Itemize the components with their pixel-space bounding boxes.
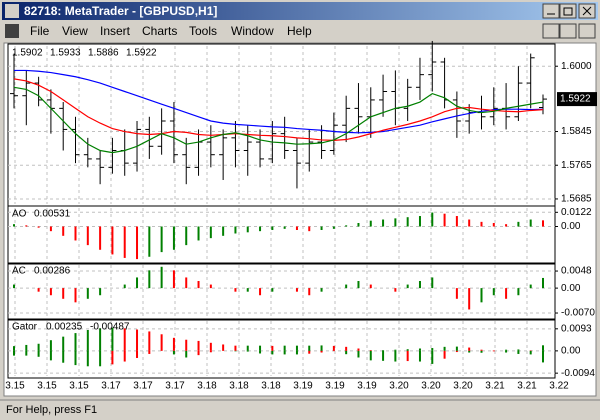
ohlc-header: 1.5902: [12, 48, 43, 59]
window-title: 82718: MetaTrader - [GBPUSD,H1]: [24, 4, 217, 18]
menu-item[interactable]: Help: [287, 24, 312, 38]
y-tick-label: 0.00: [561, 221, 581, 232]
status-bar: [0, 400, 600, 420]
time-label: 3.18: [197, 381, 217, 392]
menu-item[interactable]: Insert: [100, 24, 131, 38]
menu-item[interactable]: Window: [231, 24, 274, 38]
time-label: 3.20: [389, 381, 409, 392]
y-tick-label: 0.0122: [561, 207, 592, 218]
menu-item[interactable]: Tools: [189, 24, 217, 38]
price-box-label: 1.5922: [560, 94, 591, 105]
y-tick-label: 0.0048: [561, 266, 592, 277]
y-tick-label: 1.5845: [561, 126, 592, 137]
time-label: 3.21: [485, 381, 505, 392]
alligator-line: [13, 86, 544, 154]
menu-item[interactable]: Charts: [142, 24, 177, 38]
alligator-line: [14, 69, 544, 134]
menu-bar: File View Insert Charts Tools Window Help: [5, 23, 596, 39]
time-label: 3.19: [325, 381, 345, 392]
price-box: [557, 92, 597, 107]
time-label: 3.15: [37, 381, 57, 392]
time-label: 3.17: [165, 381, 185, 392]
y-tick-label: -0.0070: [561, 308, 595, 319]
panel-title: Gator: [12, 322, 38, 333]
time-label: 3.19: [293, 381, 313, 392]
time-label: 3.20: [453, 381, 473, 392]
ohlc-header: 1.5922: [126, 48, 157, 59]
menu-item[interactable]: View: [62, 24, 88, 38]
chart-plots: 3.15 3.15 3.15 3.17 3.17 3.17 3.18 3.18 3.18 3.19…: [5, 40, 597, 392]
panel-frame: [7, 318, 556, 379]
time-label: 3.15: [69, 381, 89, 392]
time-label: 3.17: [101, 381, 121, 392]
minimize-button[interactable]: [542, 3, 560, 19]
title-bar: [2, 2, 598, 20]
y-tick-label: 1.5765: [561, 160, 592, 171]
panel-frame: [7, 262, 556, 321]
window-controls[interactable]: [542, 3, 596, 19]
panel-frame: [7, 205, 556, 265]
ohlc-header: 1.5886: [88, 48, 119, 59]
time-label: 3.18: [261, 381, 281, 392]
time-label: 3.20: [421, 381, 441, 392]
time-label: 3.17: [133, 381, 153, 392]
y-tick-label: -0.0094: [561, 368, 595, 379]
chart-area: [3, 42, 597, 397]
alligator-line: [13, 78, 544, 141]
menu-item[interactable]: File: [30, 24, 50, 38]
panel-value: -0.00487: [90, 322, 130, 333]
y-tick-label: 0.00: [561, 346, 581, 357]
ohlc-header: 1.5933: [50, 48, 81, 59]
time-label: 3.21: [517, 381, 537, 392]
time-label: 3.15: [5, 381, 25, 392]
y-tick-label: 0.00: [561, 283, 581, 294]
control-glyphs: [547, 6, 592, 16]
doc-minimize[interactable]: [542, 23, 560, 39]
panel-value: 0.00235: [46, 322, 83, 333]
time-label: 3.22: [549, 381, 569, 392]
app-icon: [5, 4, 19, 18]
time-label: 3.19: [357, 381, 377, 392]
time-label: 3.18: [229, 381, 249, 392]
status-text: For Help, press F1: [6, 404, 97, 416]
maximize-button[interactable]: [559, 3, 577, 19]
y-tick-label: 1.6000: [561, 61, 592, 72]
doc-close[interactable]: [578, 23, 596, 39]
y-tick-label: 0.0093: [561, 323, 592, 334]
panel-title: AO: [12, 209, 27, 220]
panel-title: AC: [12, 266, 26, 277]
doc-icon: [5, 24, 19, 38]
y-tick-label: 1.5685: [561, 194, 592, 205]
doc-restore[interactable]: [559, 23, 577, 39]
panel-value: 0.00286: [34, 266, 71, 277]
panel-value: 0.00531: [34, 209, 71, 220]
